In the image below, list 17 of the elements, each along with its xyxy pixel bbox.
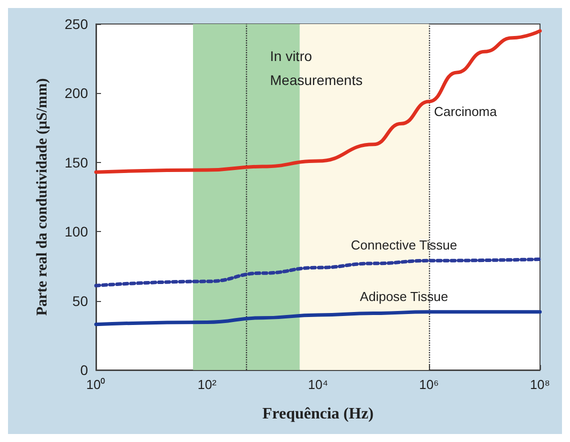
series-label: Adipose Tissue <box>360 288 448 304</box>
y-axis-title: Parte real da condutividade (µS/mm) <box>34 78 50 316</box>
x-axis-title: Frequência (Hz) <box>262 406 374 422</box>
x-tick-label: 10² <box>198 377 218 392</box>
series-label: Connective Tissue <box>350 238 458 253</box>
y-tick-label: 100 <box>64 224 88 240</box>
y-tick-label: 0 <box>80 362 88 378</box>
y-tick-label: 200 <box>64 85 88 102</box>
y-tick-label: 150 <box>64 154 88 170</box>
x-tick-label: 10⁸ <box>530 377 550 392</box>
x-tick-label: 10⁶ <box>419 377 439 392</box>
y-tick-label: 250 <box>64 16 88 32</box>
series-label: Carcinoma <box>434 104 498 120</box>
y-tick-label: 50 <box>72 292 88 309</box>
x-tick-label: 10⁴ <box>308 377 328 392</box>
annotation: In vitro Measurements <box>270 48 363 88</box>
x-tick-label: 10⁰ <box>86 377 106 392</box>
